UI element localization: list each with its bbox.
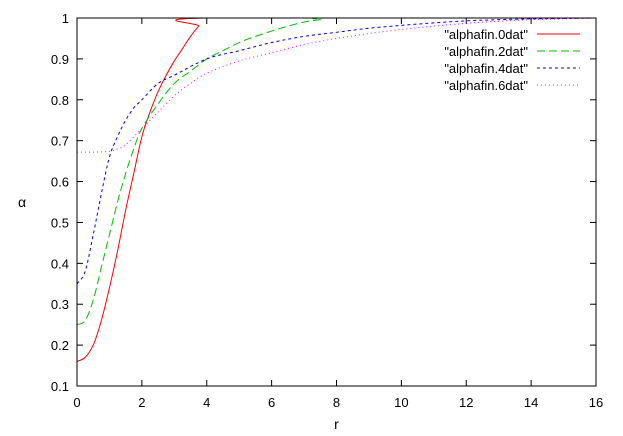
legend-label: "alphafin.4dat" <box>444 61 528 76</box>
x-tick-label: 0 <box>73 395 80 410</box>
x-axis-label: r <box>334 416 339 432</box>
y-tick-label: 0.9 <box>51 52 69 67</box>
series-line-2 <box>76 17 597 285</box>
series-layer <box>76 17 597 362</box>
y-tick-label: 0.1 <box>51 379 69 394</box>
y-tick-label: 0.6 <box>51 175 69 190</box>
y-tick-label: 0.7 <box>51 134 69 149</box>
y-tick-label: 0.3 <box>51 297 69 312</box>
y-tick-label: 0.4 <box>51 256 69 271</box>
y-axis-label: α <box>18 194 26 210</box>
plot-frame <box>76 17 597 387</box>
x-tick-label: 6 <box>268 395 275 410</box>
y-tick-label: 0.2 <box>51 338 69 353</box>
y-tick-label: 0.5 <box>51 215 69 230</box>
series-line-1 <box>76 17 596 326</box>
x-tick-label: 12 <box>459 395 473 410</box>
x-tick-label: 8 <box>333 395 340 410</box>
series-line-0 <box>76 17 596 362</box>
legend-label: "alphafin.2dat" <box>444 44 528 59</box>
x-tick-label: 14 <box>524 395 538 410</box>
legend-label: "alphafin.6dat" <box>444 78 528 93</box>
y-tick-label: 1 <box>62 11 69 26</box>
x-tick-label: 10 <box>394 395 408 410</box>
legend-label: "alphafin.0dat" <box>444 27 528 42</box>
legend: "alphafin.0dat" "alphafin.2dat" "alphafin.… <box>444 27 580 93</box>
x-tick-label: 16 <box>589 395 603 410</box>
y-tick-label: 0.8 <box>51 93 69 108</box>
x-tick-label: 4 <box>203 395 210 410</box>
x-tick-label: 2 <box>138 395 145 410</box>
